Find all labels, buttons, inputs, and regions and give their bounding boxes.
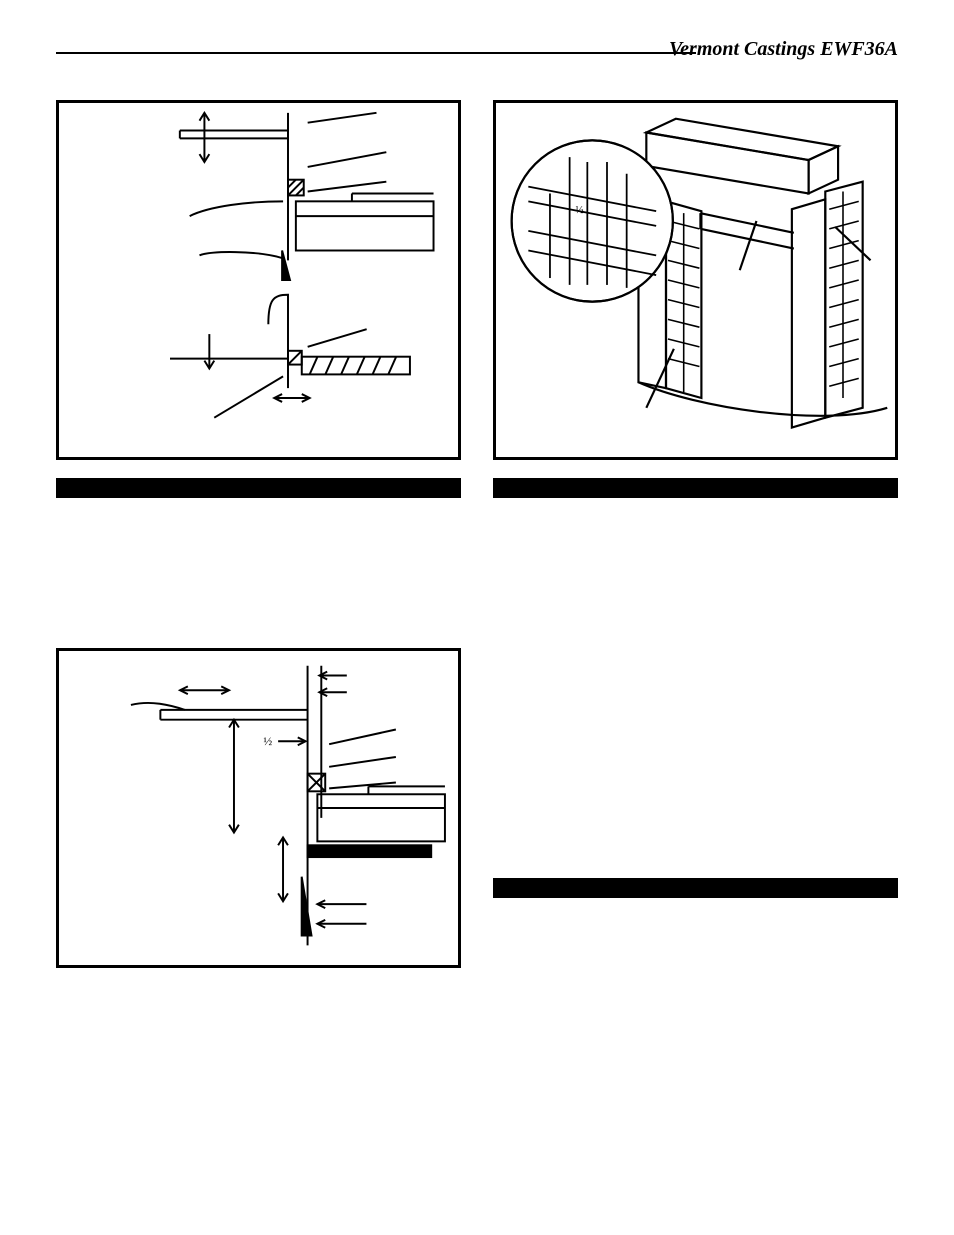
right-column: ½ (493, 100, 898, 968)
left-column: ½ (56, 100, 461, 968)
divider-bar-right-1 (493, 478, 898, 498)
content-columns: ½ (56, 100, 898, 968)
divider-bar-left-1 (56, 478, 461, 498)
spacer-right (493, 498, 898, 860)
figure-c-svg: ½ (59, 651, 458, 965)
figure-a-svg (59, 103, 458, 457)
figure-c-mantel-section: ½ (56, 648, 461, 968)
svg-text:½: ½ (263, 735, 272, 748)
header-rule (56, 52, 696, 54)
half-label: ½ (576, 204, 584, 216)
divider-bar-right-2 (493, 878, 898, 898)
figure-a-cross-section (56, 100, 461, 460)
figure-b-isometric-lintel: ½ (493, 100, 898, 460)
spacer (56, 498, 461, 648)
page-header-title: Vermont Castings EWF36A (669, 38, 898, 61)
figure-b-svg: ½ (496, 103, 895, 457)
